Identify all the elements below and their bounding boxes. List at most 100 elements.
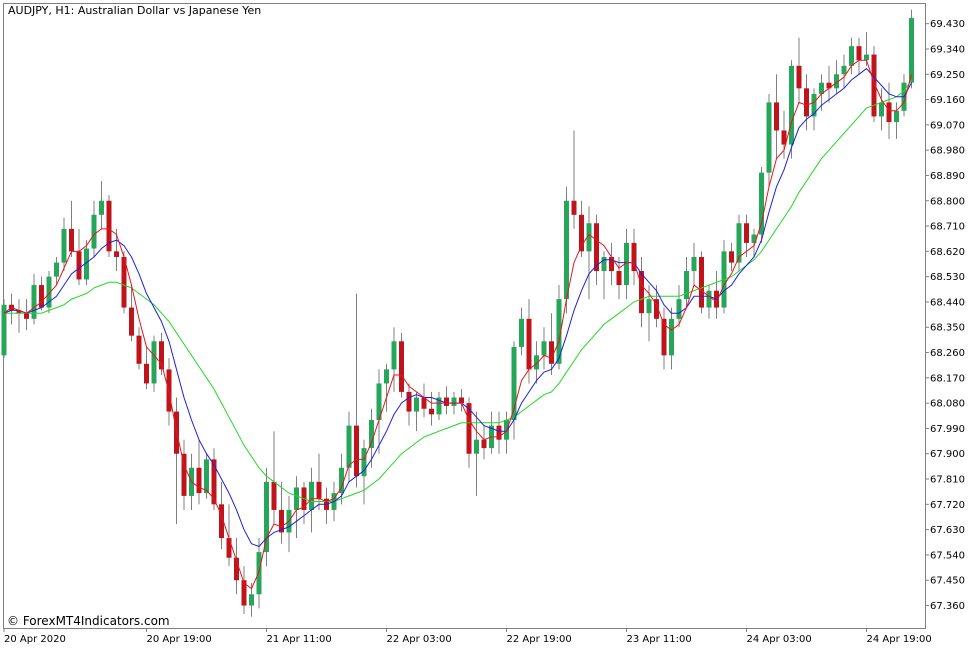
candle bbox=[361, 439, 367, 505]
bull-candle-body bbox=[834, 74, 839, 89]
bear-candle-body bbox=[571, 200, 577, 215]
candle bbox=[444, 386, 449, 415]
candle bbox=[564, 186, 569, 314]
candle bbox=[534, 341, 539, 384]
bull-candle-body bbox=[309, 481, 314, 510]
bear-candle-body bbox=[459, 397, 464, 404]
y-tick-label: 67.360 bbox=[930, 601, 965, 612]
x-tick-label: 22 Apr 03:00 bbox=[387, 634, 452, 645]
bear-candle-body bbox=[316, 481, 322, 499]
bear-candle-body bbox=[466, 403, 472, 454]
candle bbox=[856, 37, 862, 75]
y-tick-label: 67.990 bbox=[930, 424, 965, 435]
candle bbox=[474, 411, 479, 496]
candle bbox=[226, 504, 232, 567]
y-tick-label: 69.070 bbox=[930, 120, 965, 131]
bear-candle-body bbox=[549, 341, 554, 364]
bull-candle-body bbox=[564, 200, 569, 300]
bull-candle-body bbox=[669, 318, 674, 356]
candle bbox=[159, 332, 164, 376]
bull-candle-body bbox=[84, 248, 89, 280]
ma-slow-line bbox=[4, 79, 912, 502]
bull-candle-body bbox=[849, 46, 854, 66]
bull-candle-body bbox=[204, 459, 209, 494]
candle bbox=[459, 389, 464, 412]
bull-candle-body bbox=[624, 242, 629, 286]
bear-candle-body bbox=[39, 285, 44, 308]
candle bbox=[279, 481, 284, 544]
candle bbox=[676, 285, 682, 328]
candle bbox=[736, 214, 742, 272]
candle bbox=[594, 214, 599, 286]
candle bbox=[744, 214, 749, 257]
y-tick-label: 67.450 bbox=[930, 576, 965, 587]
bear-candle-body bbox=[654, 299, 659, 319]
candle bbox=[69, 200, 74, 257]
candle bbox=[519, 307, 524, 356]
candle bbox=[384, 363, 389, 412]
bear-candle-body bbox=[136, 335, 142, 364]
bull-candle-body bbox=[99, 200, 104, 215]
bull-candle-body bbox=[346, 425, 352, 468]
candle bbox=[414, 391, 419, 432]
candle bbox=[826, 65, 832, 103]
bull-candle-body bbox=[511, 346, 517, 420]
candle bbox=[894, 102, 899, 139]
candle bbox=[789, 60, 794, 159]
bull-candle-body bbox=[759, 172, 764, 235]
bear-candle-body bbox=[219, 504, 224, 539]
candle bbox=[834, 60, 839, 94]
bull-candle-body bbox=[676, 299, 682, 319]
bull-candle-body bbox=[789, 65, 794, 145]
y-tick-label: 67.630 bbox=[930, 525, 965, 536]
candle bbox=[481, 425, 487, 460]
bear-candle-body bbox=[481, 439, 487, 449]
bull-candle-body bbox=[294, 487, 299, 510]
y-tick-label: 68.980 bbox=[930, 146, 965, 157]
bear-candle-body bbox=[159, 341, 164, 370]
candle bbox=[556, 285, 562, 370]
bear-candle-body bbox=[774, 102, 779, 131]
bear-candle-body bbox=[609, 256, 614, 272]
candle bbox=[151, 335, 157, 392]
bull-candle-body bbox=[46, 276, 52, 308]
y-tick-label: 69.250 bbox=[930, 70, 965, 81]
candle bbox=[46, 271, 52, 314]
bull-candle-body bbox=[819, 82, 824, 94]
bull-candle-body bbox=[384, 369, 389, 384]
moving-averages-layer bbox=[3, 59, 912, 590]
candle bbox=[496, 411, 502, 454]
price-axis: 69.430 69.340 69.250 69.160 69.070 68.980 68.8… bbox=[925, 19, 965, 612]
bear-candle-body bbox=[826, 82, 832, 89]
candle bbox=[136, 327, 142, 370]
candle bbox=[76, 228, 82, 286]
bear-candle-body bbox=[211, 459, 217, 505]
bull-candle-body bbox=[841, 65, 847, 75]
bear-candle-body bbox=[639, 271, 644, 314]
bear-candle-body bbox=[144, 363, 149, 384]
candle bbox=[376, 369, 382, 454]
candle bbox=[24, 299, 29, 331]
candle bbox=[849, 37, 854, 75]
candle bbox=[294, 476, 299, 539]
candle bbox=[706, 285, 712, 319]
bear-candle-body bbox=[421, 397, 427, 409]
candle bbox=[669, 307, 674, 370]
bull-candle-body bbox=[361, 448, 367, 477]
candle bbox=[586, 206, 592, 300]
candle bbox=[616, 256, 622, 300]
candle bbox=[436, 391, 442, 420]
y-tick-label: 68.890 bbox=[930, 171, 965, 182]
x-tick-label: 23 Apr 11:00 bbox=[627, 634, 692, 645]
bear-candle-body bbox=[196, 467, 202, 494]
bull-candle-body bbox=[879, 102, 884, 117]
bull-candle-body bbox=[811, 93, 817, 117]
bear-candle-body bbox=[226, 538, 232, 558]
x-tick-label: 20 Apr 19:00 bbox=[147, 634, 212, 645]
x-tick-label: 21 Apr 11:00 bbox=[267, 634, 332, 645]
y-tick-label: 67.540 bbox=[930, 550, 965, 561]
candle bbox=[631, 228, 637, 286]
candle bbox=[91, 200, 97, 257]
bear-candle-body bbox=[129, 307, 134, 336]
